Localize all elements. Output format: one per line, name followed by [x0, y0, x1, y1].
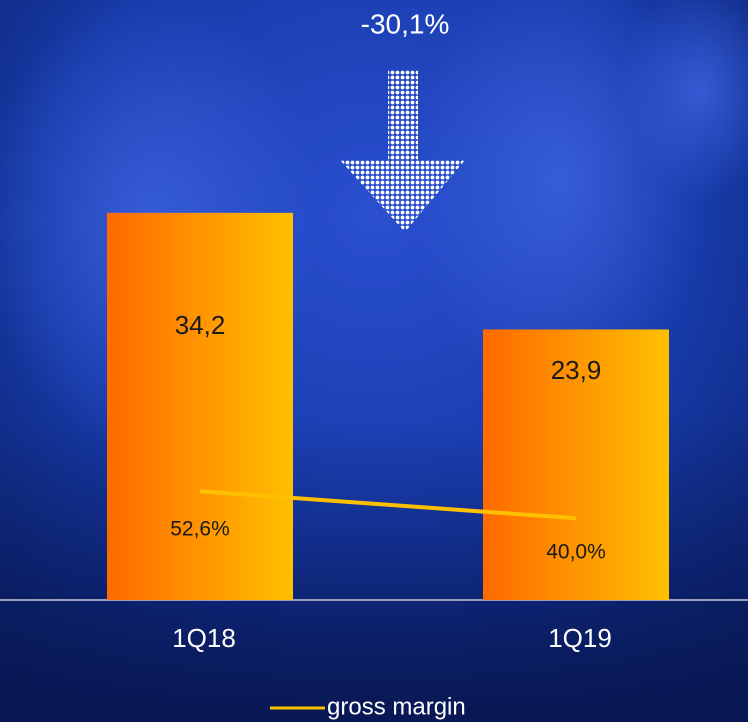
bar-value-label: 23,9 [551, 355, 602, 385]
bar-value-label: 34,2 [175, 310, 226, 340]
annotation: -30,1% [361, 8, 450, 39]
bar [107, 213, 293, 600]
legend-label: gross margin [327, 693, 466, 720]
line-value-label: 52,6% [170, 518, 230, 541]
x-tick-label: 1Q18 [172, 623, 236, 653]
line-value-label: 40,0% [546, 541, 606, 564]
chart: -30,1% 34,2 1Q18 23,9 1Q19 52,6% 40,0% gross … [0, 0, 748, 722]
x-tick-label: 1Q19 [548, 623, 612, 653]
